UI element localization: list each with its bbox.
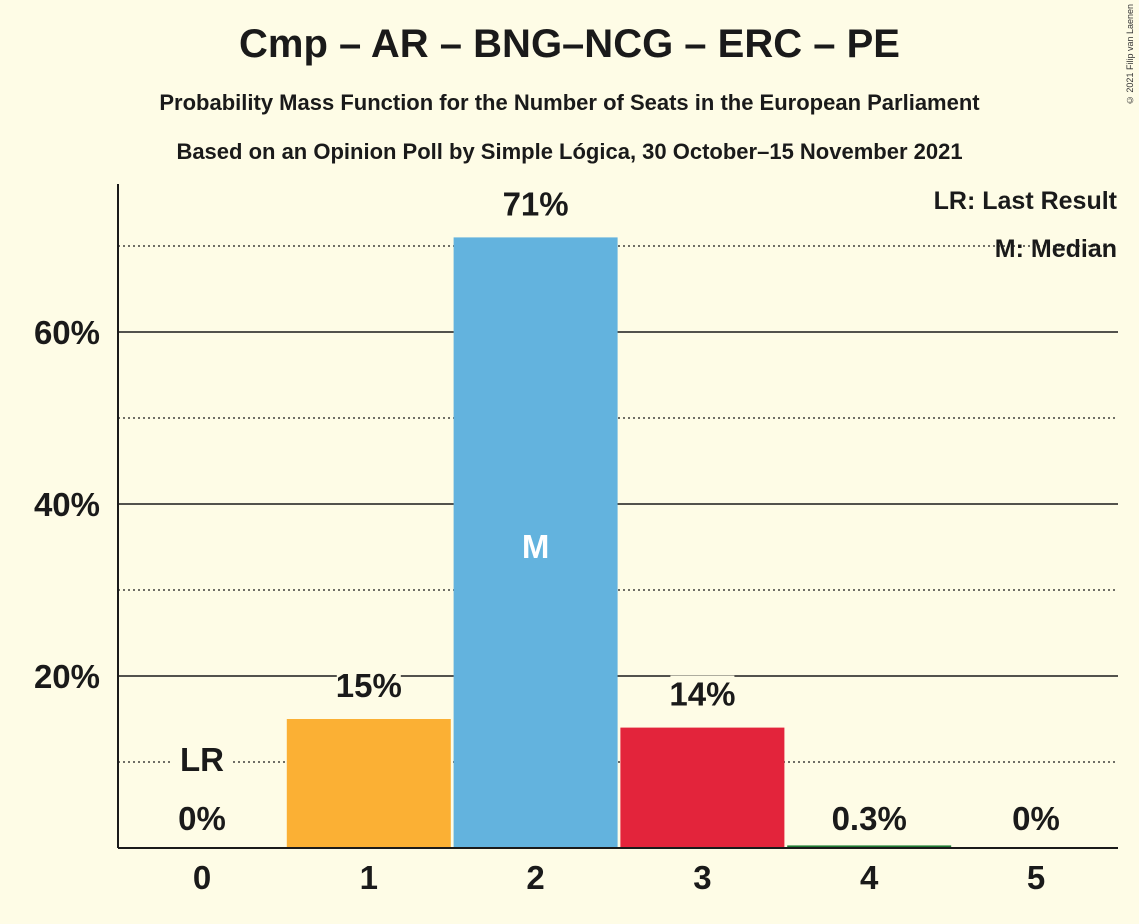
x-tick-label: 2 — [526, 859, 544, 896]
label-background — [828, 800, 911, 838]
label-background — [670, 675, 735, 714]
y-tick-label: 20% — [34, 658, 100, 695]
label-background — [179, 800, 225, 838]
bar-1 — [286, 719, 451, 848]
y-tick-label: 60% — [34, 314, 100, 351]
label-background — [336, 667, 401, 705]
bar-3 — [620, 727, 785, 848]
value-label: 0% — [178, 800, 226, 837]
value-label: 0% — [1012, 800, 1060, 837]
x-tick-label: 0 — [193, 859, 211, 896]
bar-2 — [453, 237, 618, 848]
lr-background — [172, 740, 232, 776]
legend-median: M: Median — [995, 235, 1117, 263]
bar-4 — [787, 845, 952, 848]
label-background — [1013, 800, 1059, 838]
value-label: 71% — [503, 185, 569, 222]
chart-subtitle: Probability Mass Function for the Number… — [159, 90, 980, 115]
x-tick-label: 3 — [693, 859, 711, 896]
chart-source: Based on an Opinion Poll by Simple Lógic… — [176, 139, 963, 164]
value-label: 14% — [669, 676, 735, 713]
last-result-marker: LR — [180, 741, 224, 778]
x-tick-label: 5 — [1027, 859, 1045, 896]
label-background — [503, 185, 568, 224]
value-label: 15% — [336, 667, 402, 704]
x-tick-label: 1 — [360, 859, 378, 896]
y-tick-label: 40% — [34, 486, 100, 523]
legend-last-result: LR: Last Result — [934, 187, 1118, 215]
grid-lines: 20% 40% 60% — [34, 245, 1118, 763]
bars-group — [286, 237, 952, 848]
median-marker: M — [522, 528, 550, 565]
labels-group: 0% 0 15% 1 71% 2 14% 3 0.3% 4 0% 5 LR M — [172, 185, 1060, 896]
x-tick-label: 4 — [860, 859, 879, 896]
value-label: 0.3% — [832, 800, 907, 837]
chart-title: Cmp – AR – BNG–NCG – ERC – PE — [239, 22, 900, 66]
